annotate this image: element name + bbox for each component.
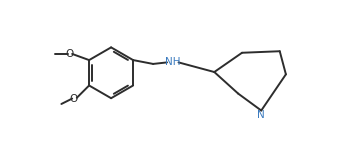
Text: N: N — [257, 110, 265, 120]
Text: O: O — [70, 94, 78, 104]
Text: O: O — [65, 49, 73, 59]
Text: NH: NH — [165, 57, 180, 67]
